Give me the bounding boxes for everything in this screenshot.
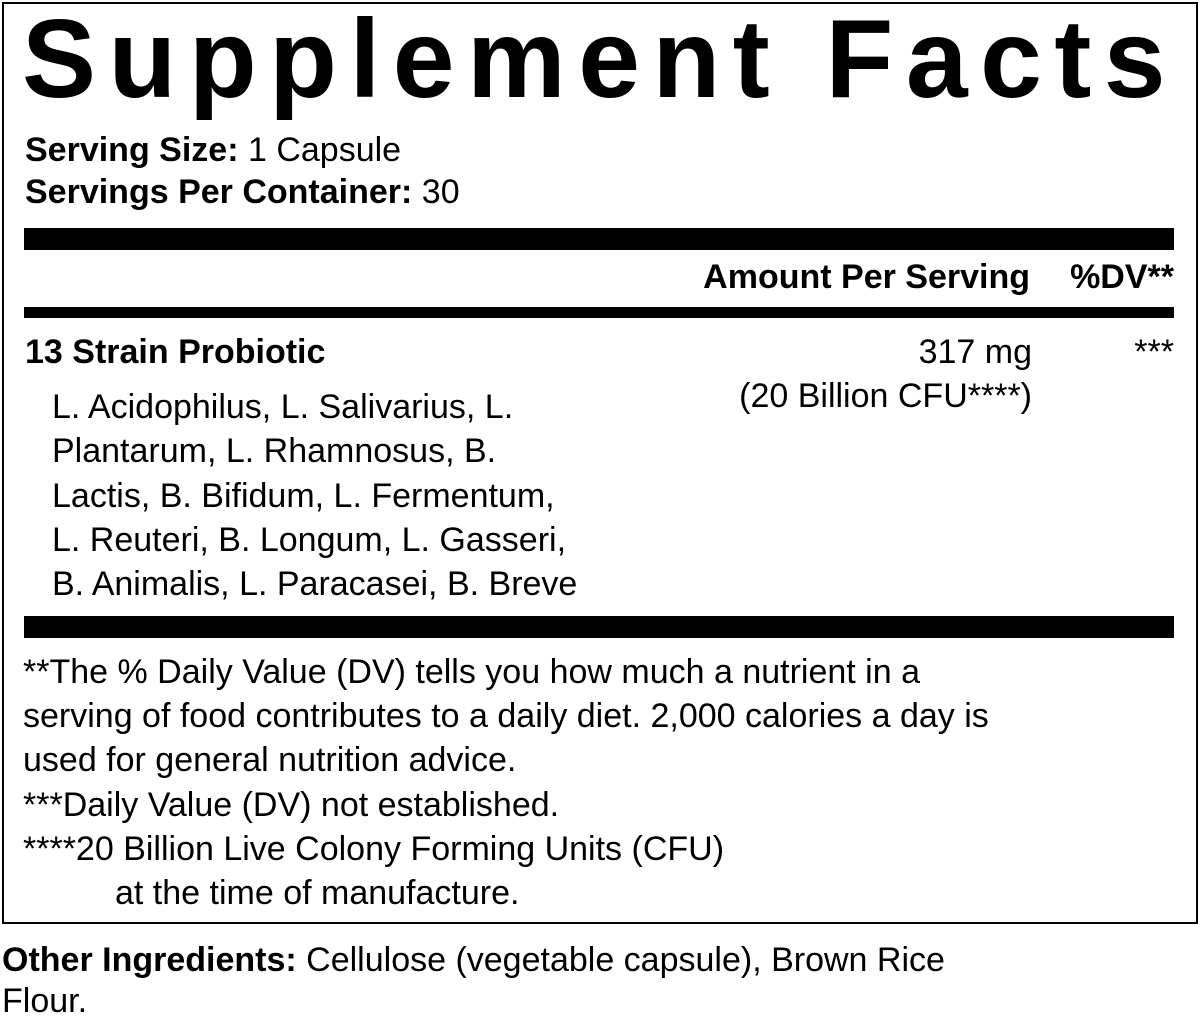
other-ingredients-label: Other Ingredients: — [2, 941, 297, 979]
other-ingredients-line1: Cellulose (vegetable capsule), Brown Ric… — [306, 941, 945, 979]
other-ingredients: Other Ingredients: Cellulose (vegetable … — [2, 940, 945, 980]
strain-line: L. Acidophilus, L. Salivarius, L. — [52, 388, 514, 426]
strain-line: L. Reuteri, B. Longum, L. Gasseri, — [52, 520, 567, 559]
footnote-line: ***Daily Value (DV) not established. — [23, 785, 560, 824]
footnote-line: serving of food contributes to a daily d… — [23, 697, 989, 736]
other-ingredients-line2: Flour. — [2, 982, 88, 1020]
ingredient-amount-note: (20 Billion CFU****) — [739, 377, 1032, 415]
ingredient-name: 13 Strain Probiotic — [25, 333, 326, 371]
servings-per-container-label: Servings Per Container: — [25, 173, 413, 211]
strain-line: B. Animalis, L. Paracasei, B. Breve — [52, 565, 578, 604]
dv-header: %DV** — [1070, 258, 1174, 296]
thick-divider — [24, 228, 1174, 250]
footnote-line: at the time of manufacture. — [115, 874, 520, 913]
panel-title: Supplement Facts — [22, 0, 1179, 121]
servings-per-container: Servings Per Container: 30 — [25, 172, 460, 212]
serving-size-label: Serving Size: — [25, 131, 239, 169]
serving-size: Serving Size: 1 Capsule — [25, 130, 401, 170]
strain-line: Lactis, B. Bifidum, L. Fermentum, — [52, 476, 555, 515]
footnote-line: **The % Daily Value (DV) tells you how m… — [23, 653, 920, 691]
footnotes: **The % Daily Value (DV) tells you how m… — [23, 650, 989, 915]
footnote-line: ****20 Billion Live Colony Forming Units… — [23, 829, 725, 868]
strain-list: L. Acidophilus, L. Salivarius, L. Planta… — [52, 385, 577, 606]
ingredient-dv: *** — [1134, 333, 1174, 371]
ingredient-amount: 317 mg — [918, 333, 1032, 371]
amount-per-serving-header: Amount Per Serving — [703, 258, 1030, 296]
facts-panel-border — [2, 2, 1198, 924]
servings-per-container-value: 30 — [421, 173, 460, 211]
thick-divider — [24, 616, 1174, 638]
footnote-line: used for general nutrition advice. — [23, 741, 517, 780]
strain-line: Plantarum, L. Rhamnosus, B. — [52, 432, 497, 471]
serving-size-value: 1 Capsule — [247, 131, 402, 169]
medium-divider — [24, 307, 1174, 318]
